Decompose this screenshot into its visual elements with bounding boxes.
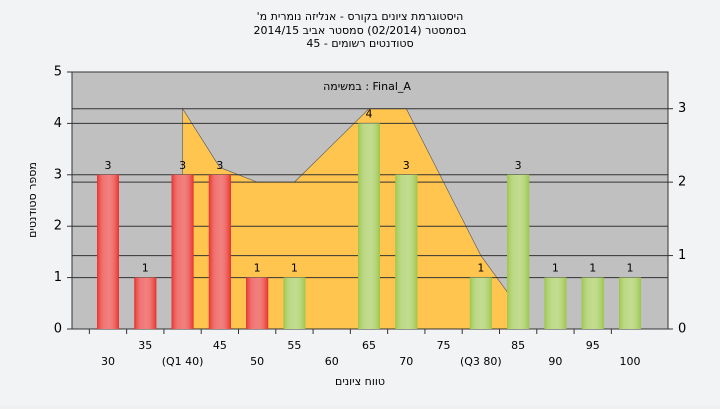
data-label: 1 <box>589 262 596 275</box>
x-tick-label: 90 <box>548 355 562 368</box>
bar-shine <box>619 277 641 329</box>
x-tick-label: (Q1 40) <box>162 355 204 368</box>
data-label: 3 <box>105 159 112 172</box>
bar-shine <box>581 277 604 329</box>
annotation: Final_A : במשימה <box>323 80 411 93</box>
data-label: 3 <box>216 159 223 172</box>
x-tick-label: 70 <box>399 355 413 368</box>
x-tick-label: 60 <box>325 355 339 368</box>
bar-shine <box>97 174 119 329</box>
data-label: 3 <box>179 159 186 172</box>
data-label: 1 <box>254 262 261 275</box>
x-tick-label: 50 <box>250 355 264 368</box>
y-tick-label: 0 <box>54 322 62 337</box>
x-tick-label: (Q3 80) <box>460 355 502 368</box>
y2-tick-label: 1 <box>678 248 686 263</box>
y2-tick-label: 2 <box>678 175 686 190</box>
y-tick-label: 3 <box>54 167 62 182</box>
data-label: 1 <box>627 262 634 275</box>
x-tick-label: 55 <box>287 339 301 352</box>
x-tick-label: 45 <box>213 339 227 352</box>
x-tick-label: 65 <box>362 339 376 352</box>
data-label: 1 <box>552 262 559 275</box>
y2-tick-label: 3 <box>678 101 686 116</box>
bar-shine <box>246 277 269 329</box>
x-tick-label: 35 <box>138 339 152 352</box>
bar-shine <box>544 277 567 329</box>
bar-shine <box>283 277 306 329</box>
x-tick-label: 100 <box>620 355 641 368</box>
bar-shine <box>171 174 194 329</box>
x-tick-label: 30 <box>101 355 115 368</box>
data-label: 1 <box>477 262 484 275</box>
bar-shine <box>469 277 492 329</box>
bar-shine <box>507 174 530 329</box>
bar-shine <box>134 277 157 329</box>
y2-tick-label: 0 <box>678 322 686 337</box>
data-label: 1 <box>291 262 298 275</box>
chart-title: היסטוגרמת ציונים בקורס - אנליזה נומרית מ… <box>257 10 464 23</box>
x-tick-label: 95 <box>586 339 600 352</box>
y-tick-label: 4 <box>54 116 62 131</box>
y-tick-label: 2 <box>54 219 62 234</box>
data-label: 3 <box>403 159 410 172</box>
x-tick-label: 75 <box>437 339 451 352</box>
bar-shine <box>208 174 231 329</box>
data-label: 1 <box>142 262 149 275</box>
bar-shine <box>358 123 380 330</box>
bar-shine <box>395 174 418 329</box>
data-label: 4 <box>366 107 373 120</box>
x-axis-label: טווח ציונים <box>335 375 385 388</box>
chart-title: בסמסטר (02/2014) סמסטר אביב 2014/15 <box>253 24 466 37</box>
chart-title: סטודנטים רשומים - 45 <box>306 37 413 50</box>
x-tick-label: 85 <box>511 339 525 352</box>
y-tick-label: 5 <box>54 65 62 80</box>
y-axis-label: מספר סטודנטים <box>26 162 39 238</box>
y-tick-label: 1 <box>54 270 62 285</box>
data-label: 3 <box>515 159 522 172</box>
